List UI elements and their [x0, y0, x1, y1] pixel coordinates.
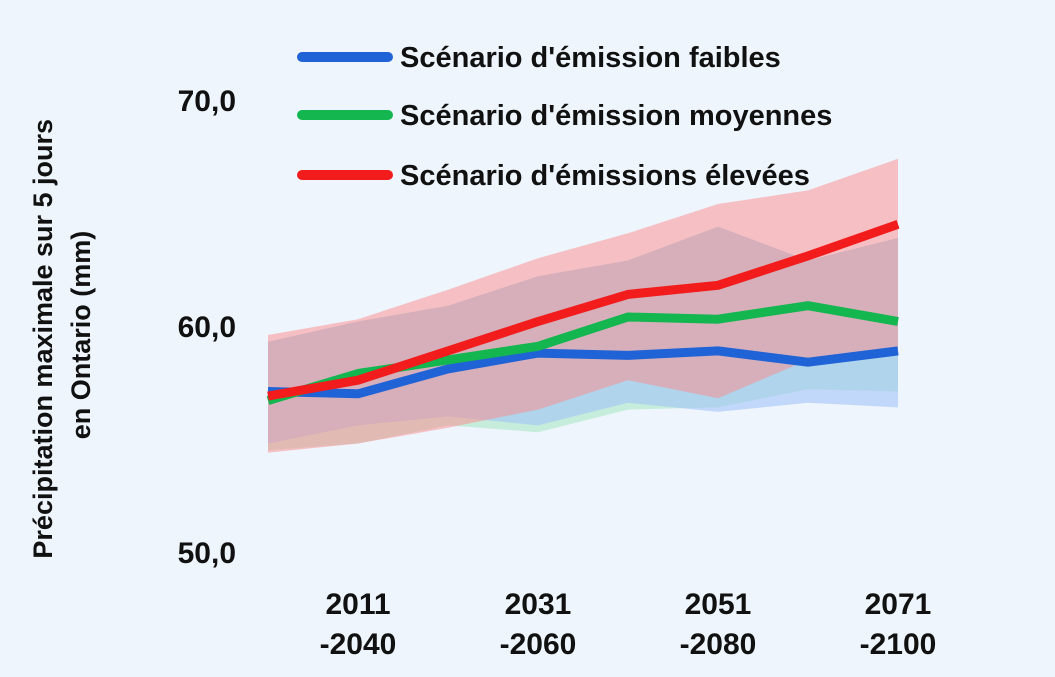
- y-tick-label: 50,0: [178, 537, 236, 570]
- x-axis-tick-labels: 2011 -2040 2031 -2060 2051 -2080 2071 -2100: [320, 588, 937, 661]
- x-tick-label: -2080: [680, 628, 757, 661]
- legend: Scénario d'émission faibles Scénario d'é…: [297, 42, 832, 192]
- x-tick-label: 2051: [685, 588, 752, 621]
- legend-label-high: Scénario d'émissions élevées: [400, 160, 810, 192]
- y-axis-tick-labels: 50,0 60,0 70,0: [178, 85, 236, 570]
- series-line-high: [267, 220, 900, 401]
- legend-label-low: Scénario d'émission faibles: [400, 42, 781, 74]
- x-tick-label: -2100: [860, 628, 937, 661]
- series-lines: [266, 220, 900, 405]
- x-tick-label: -2040: [320, 628, 397, 661]
- legend-label-medium: Scénario d'émission moyennes: [400, 100, 832, 132]
- x-tick-label: 2011: [325, 588, 390, 621]
- x-tick-label: 2031: [505, 588, 572, 621]
- y-axis-title: Précipitation maximale sur 5 jours en On…: [28, 111, 96, 558]
- series-line-low: [267, 346, 899, 399]
- y-tick-label: 60,0: [178, 311, 236, 344]
- y-axis-title-line-2: en Ontario (mm): [66, 231, 96, 440]
- x-tick-label: 2071: [865, 588, 932, 621]
- y-axis-title-line-1: Précipitation maximale sur 5 jours: [28, 119, 58, 559]
- x-tick-label: -2060: [500, 628, 577, 661]
- y-tick-label: 70,0: [178, 85, 236, 118]
